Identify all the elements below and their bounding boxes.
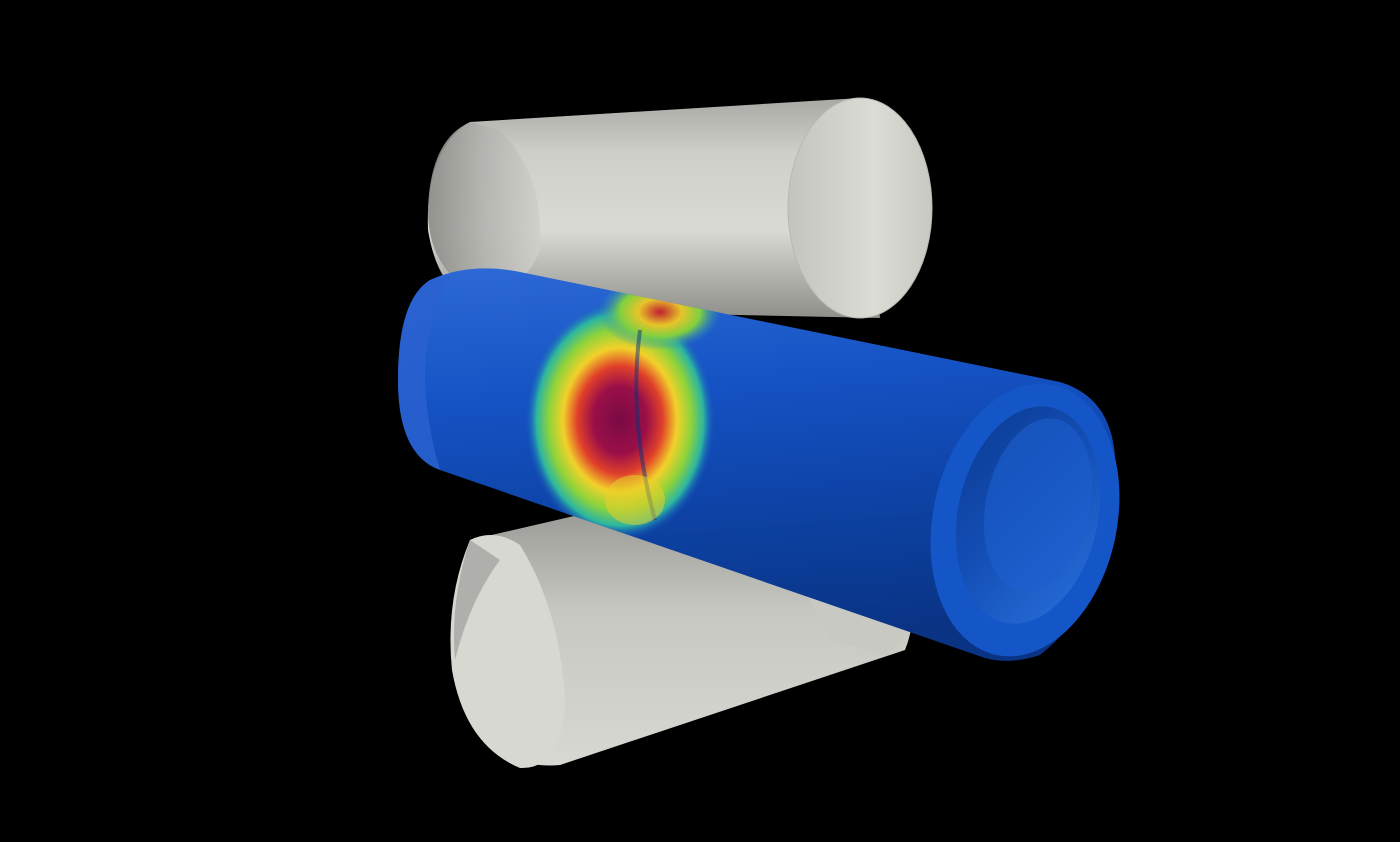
deformed-tube (398, 268, 1120, 661)
stress-hotspot (525, 300, 715, 540)
upper-roller (427, 97, 933, 319)
